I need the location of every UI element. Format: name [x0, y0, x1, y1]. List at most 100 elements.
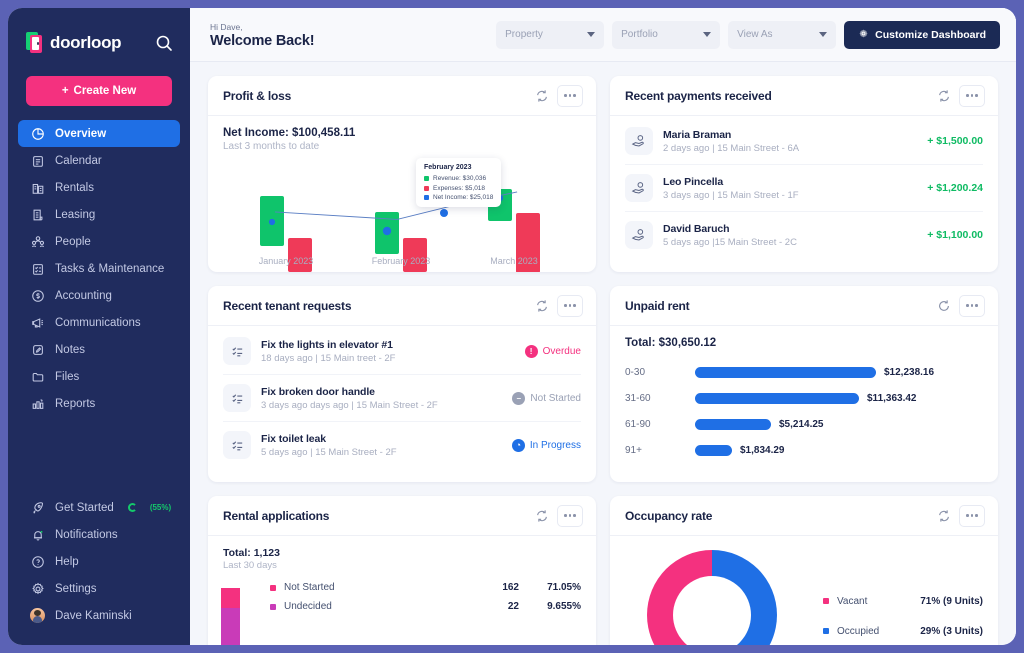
legend-label: Undecided — [284, 601, 332, 612]
sidebar-item-reports[interactable]: Reports — [18, 390, 180, 417]
table-row: 91+ $1,834.29 — [625, 437, 983, 463]
portfolio-select[interactable]: Portfolio — [612, 20, 721, 49]
bucket-value: $1,834.29 — [740, 444, 785, 456]
bar-61-90 — [695, 418, 771, 430]
payment-amount: + $1,500.00 — [927, 135, 983, 147]
more-options-button[interactable] — [557, 84, 583, 107]
sidebar-item-settings[interactable]: Settings — [18, 575, 180, 602]
card-body: Fix the lights in elevator #1 18 days ag… — [208, 326, 596, 482]
calendar-icon — [30, 153, 45, 168]
sidebar-item-label: Reports — [55, 397, 96, 410]
more-options-button[interactable] — [959, 504, 985, 527]
list-item-text: Fix broken door handle 3 days ago days a… — [261, 386, 512, 411]
card-title: Recent payments received — [625, 88, 772, 103]
payer-name: Leo Pincella — [663, 175, 724, 188]
sidebar-item-accounting[interactable]: Accounting — [18, 282, 180, 309]
occupancy-legend: Vacant 71% (9 Units) Occupied 29% (3 Uni… — [823, 586, 983, 645]
legend-label: Not Started — [284, 582, 335, 593]
property-select[interactable]: Property — [496, 20, 605, 49]
hand-money-icon — [625, 174, 653, 202]
refresh-icon[interactable] — [935, 87, 952, 104]
list-item[interactable]: Leo Pincella 3 days ago | 15 Main Street… — [625, 165, 983, 212]
list-item[interactable]: Fix toilet leak 5 days ago | 15 Main Str… — [223, 422, 581, 468]
overdue-icon: ! — [524, 344, 538, 358]
payment-meta: 5 days ago |15 Main Street - 2C — [663, 236, 797, 248]
sidebar-item-notes[interactable]: Notes — [18, 336, 180, 363]
card-actions — [935, 294, 985, 317]
sidebar-item-calendar[interactable]: Calendar — [18, 147, 180, 174]
avatar — [30, 608, 45, 623]
refresh-icon[interactable] — [533, 87, 550, 104]
table-row: Undecided 22 9.655% — [270, 597, 581, 616]
sidebar-item-label: Notifications — [55, 528, 118, 541]
list-item[interactable]: Fix the lights in elevator #1 18 days ag… — [223, 328, 581, 375]
sidebar-item-user-profile[interactable]: Dave Kaminski — [18, 602, 180, 629]
sidebar-item-people[interactable]: People — [18, 228, 180, 255]
sidebar-item-label: Tasks & Maintenance — [55, 262, 165, 275]
sidebar-item-files[interactable]: Files — [18, 363, 180, 390]
payer-name: David Baruch — [663, 222, 730, 235]
refresh-icon[interactable] — [935, 507, 952, 524]
refresh-icon[interactable] — [935, 297, 952, 314]
more-options-button[interactable] — [959, 84, 985, 107]
pencil-square-icon — [30, 342, 45, 357]
bucket-value: $11,363.42 — [867, 392, 917, 404]
sidebar-item-label: Communications — [55, 316, 141, 329]
brand-name: doorloop — [50, 33, 122, 52]
sidebar-item-label: Overview — [55, 127, 107, 140]
refresh-icon[interactable] — [533, 297, 550, 314]
view-as-select[interactable]: View As — [728, 20, 837, 49]
occupancy-chart-wrap: Vacant 71% (9 Units) Occupied 29% (3 Uni… — [625, 536, 983, 645]
card-header: Rental applications — [208, 496, 596, 536]
sidebar-item-label: Leasing — [55, 208, 96, 221]
sidebar-item-help[interactable]: Help — [18, 548, 180, 575]
sidebar-item-rentals[interactable]: Rentals — [18, 174, 180, 201]
clipboard-check-icon — [223, 384, 251, 412]
search-icon[interactable] — [154, 33, 174, 53]
legend-label: Vacant — [837, 595, 868, 607]
list-item-text: Fix toilet leak 5 days ago | 15 Main Str… — [261, 433, 512, 458]
sidebar-bottom-nav: Get Started (55%) Notifications Help Set… — [8, 494, 190, 629]
bucket-label: 91+ — [625, 444, 642, 456]
sidebar-item-leasing[interactable]: Leasing — [18, 201, 180, 228]
list-item[interactable]: Fix broken door handle 3 days ago days a… — [223, 375, 581, 422]
list-item-text: Fix the lights in elevator #1 18 days ag… — [261, 339, 525, 364]
list-item-text: David Baruch 5 days ago |15 Main Street … — [663, 223, 927, 248]
megaphone-icon — [30, 315, 45, 330]
more-options-button[interactable] — [557, 294, 583, 317]
main-area: Hi Dave, Welcome Back! Property Portfoli… — [190, 8, 1016, 645]
sidebar-item-communications[interactable]: Communications — [18, 309, 180, 336]
payer-name: Maria Braman — [663, 128, 732, 141]
list-item[interactable]: David Baruch 5 days ago |15 Main Street … — [625, 212, 983, 258]
buildings-icon — [30, 180, 45, 195]
progress-ring-icon — [127, 503, 137, 512]
hand-money-icon — [625, 221, 653, 249]
create-new-button[interactable]: + Create New — [26, 76, 172, 106]
status-badge: – Not Started — [512, 391, 581, 405]
request-title: Fix broken door handle — [261, 385, 375, 398]
list-item[interactable]: Maria Braman 2 days ago | 15 Main Street… — [625, 118, 983, 165]
people-icon — [30, 234, 45, 249]
more-options-button[interactable] — [959, 294, 985, 317]
sidebar-item-notifications[interactable]: Notifications — [18, 521, 180, 548]
sidebar-item-tasks-maintenance[interactable]: Tasks & Maintenance — [18, 255, 180, 282]
card-rental-applications: Rental applications Total: 1,123 Last 30… — [208, 496, 596, 645]
card-profit-loss: Profit & loss Net Income: $100,458.11 La… — [208, 76, 596, 272]
card-body: Maria Braman 2 days ago | 15 Main Street… — [610, 116, 998, 272]
clipboard-check-icon — [223, 431, 251, 459]
sidebar-item-overview[interactable]: Overview — [18, 120, 180, 147]
payment-amount: + $1,200.24 — [927, 182, 983, 194]
sidebar-item-get-started[interactable]: Get Started (55%) — [18, 494, 180, 521]
plus-icon: + — [61, 85, 69, 97]
refresh-icon[interactable] — [533, 507, 550, 524]
payment-meta: 2 days ago | 15 Main Street - 6A — [663, 142, 800, 154]
card-body: Net Income: $100,458.11 Last 3 months to… — [208, 116, 596, 272]
customize-dashboard-button[interactable]: Customize Dashboard — [844, 20, 1000, 49]
chart-tooltip: February 2023 Revenue: $30,036 Expenses:… — [416, 158, 502, 207]
gear-icon — [858, 28, 869, 42]
more-options-button[interactable] — [557, 504, 583, 527]
list-item-text: Maria Braman 2 days ago | 15 Main Street… — [663, 129, 927, 154]
tooltip-title: February 2023 — [424, 164, 472, 171]
bucket-value: $5,214.25 — [779, 418, 824, 430]
brand: doorloop — [8, 28, 190, 58]
